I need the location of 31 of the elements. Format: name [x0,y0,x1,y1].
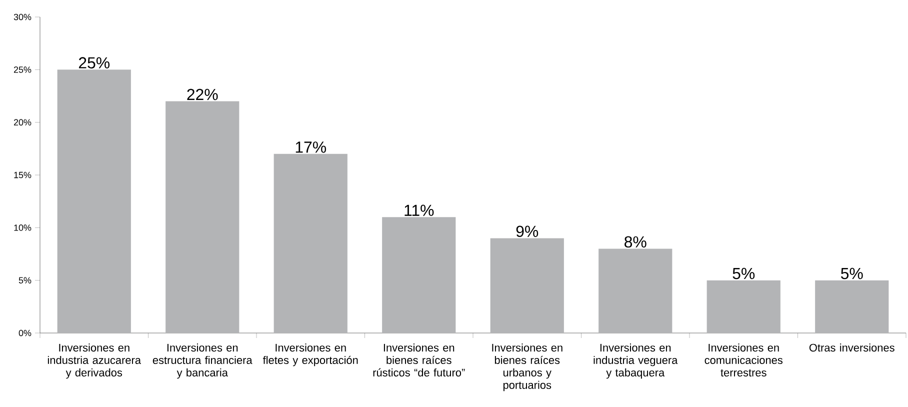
x-tick-label: Otras inversiones [809,344,894,352]
y-tick-label: 25% [14,66,32,73]
y-tick-label: 30% [14,14,32,20]
y-tick-label: 0% [18,330,32,336]
x-tick-label: Inversiones en bienes raíces urbanos y portuarios [492,344,562,392]
bar [706,280,780,333]
data-label: 25% [78,57,110,68]
x-tick-label: Inversiones en comunicaciones terrestres [704,344,782,376]
data-label: 22% [187,88,218,100]
bar [166,101,240,333]
y-tick-label: 15% [14,172,32,178]
x-tick-label: Inversiones en fletes y exportación [262,344,358,366]
bar [382,217,456,333]
bar [598,248,672,333]
data-label: 8% [624,236,646,248]
bar [274,154,348,333]
bar [815,280,889,333]
data-label: 17% [296,142,326,153]
y-tick-label: 5% [18,277,32,284]
data-label: 11% [404,204,434,216]
y-tick-label: 10% [14,224,32,231]
bar [57,70,131,333]
bar [490,238,564,333]
y-tick-label: 20% [14,119,32,126]
data-label: 5% [732,268,755,280]
x-tick-label: Inversiones en bienes raíces rústicos “de futuro” [373,344,465,376]
x-tick-label: Inversiones en estructura financiera y bancaria [152,344,252,379]
data-label: 5% [841,268,863,280]
data-label: 9% [516,226,538,237]
x-tick-label: Inversiones en industria veguera y tabaquera [594,344,678,379]
x-tick-label: Inversiones en industria azucarera y derivados [48,344,142,379]
